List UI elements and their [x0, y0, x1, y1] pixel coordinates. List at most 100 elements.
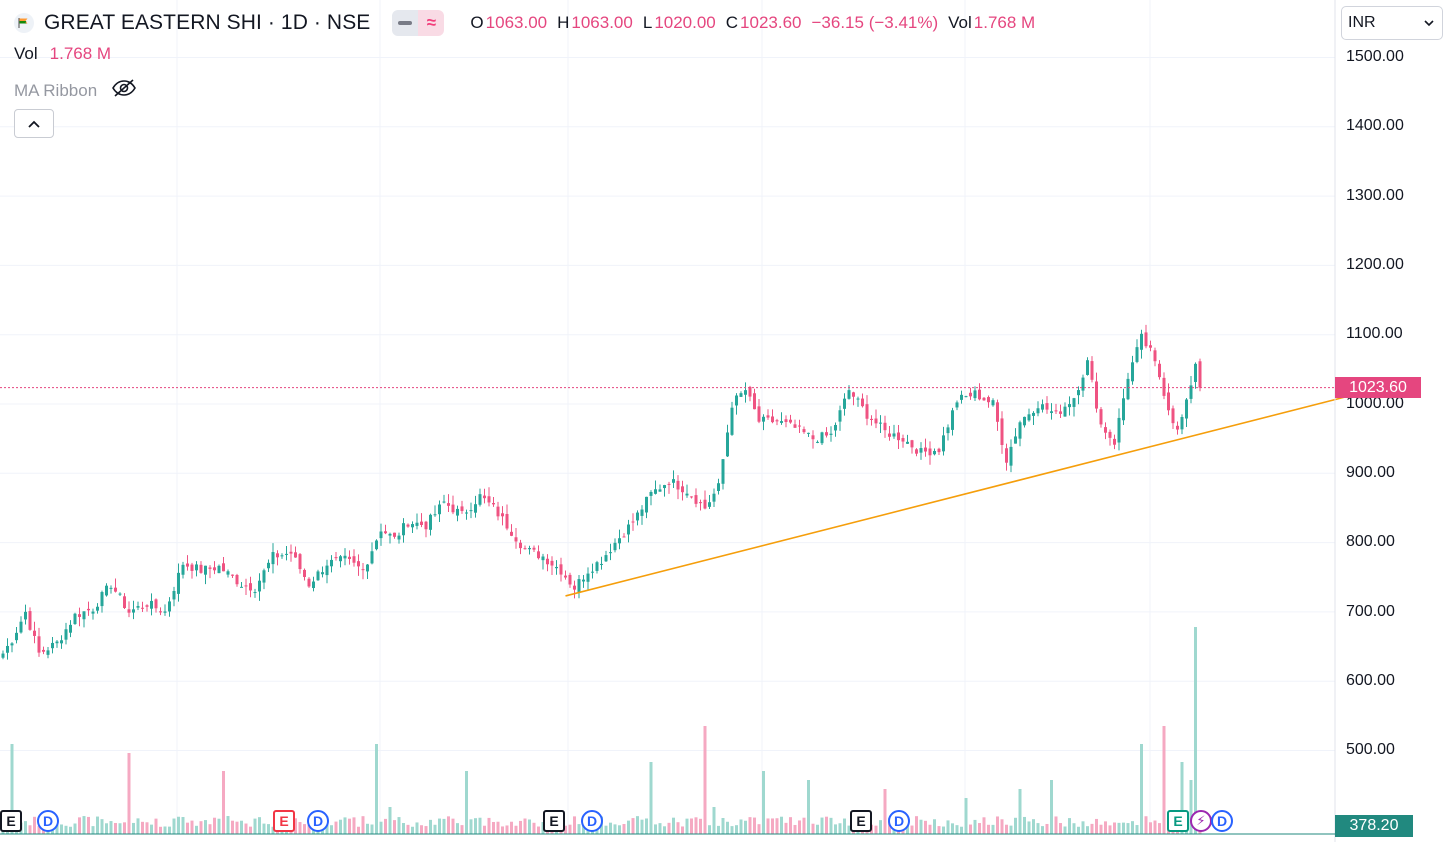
candle-body: [550, 560, 554, 566]
candle-body: [186, 563, 189, 567]
currency-select[interactable]: INR: [1341, 6, 1443, 40]
volume-bar: [690, 818, 693, 834]
candle-body: [879, 422, 882, 424]
volume-bar: [123, 822, 126, 834]
legend-toggle-group[interactable]: ≈: [392, 10, 445, 36]
candle-body: [307, 578, 311, 587]
candle-body: [231, 574, 234, 576]
candle-body: [204, 565, 207, 575]
candle-body: [1171, 408, 1175, 424]
candle-body: [285, 553, 288, 555]
dividend-marker[interactable]: D: [888, 810, 910, 832]
candle-body: [573, 585, 576, 590]
price-tick: 500.00: [1346, 741, 1395, 758]
lightning-icon[interactable]: ⚡: [1190, 810, 1212, 832]
ma-ribbon-legend[interactable]: MA Ribbon: [14, 78, 137, 103]
symbol-title[interactable]: GREAT EASTERN SHI · 1D · NSE: [44, 11, 371, 34]
candle-body: [838, 410, 842, 422]
volume-bar: [375, 744, 378, 834]
high-label: H: [557, 13, 570, 32]
volume-bar: [933, 819, 936, 834]
volume-bar: [982, 817, 986, 834]
candle-body: [748, 386, 752, 397]
ma-ribbon-label[interactable]: MA Ribbon: [14, 80, 98, 100]
volume-bar: [1104, 821, 1107, 834]
candle-body: [82, 611, 86, 620]
earnings-marker[interactable]: E: [1167, 810, 1189, 832]
volume-bar: [213, 817, 216, 834]
symbol-legend[interactable]: GREAT EASTERN SHI · 1D · NSE ≈ O 1063.00 …: [14, 8, 1035, 38]
volume-bar: [501, 826, 504, 834]
candle-body: [627, 524, 630, 535]
dividend-marker[interactable]: D: [307, 810, 329, 832]
volume-bar: [1095, 818, 1098, 834]
minus-icon[interactable]: [392, 10, 419, 36]
candle-body: [370, 551, 374, 564]
volume-bar: [766, 818, 770, 834]
low-value: 1020.00: [654, 13, 716, 32]
candle-body: [753, 393, 756, 410]
volume-bar: [883, 789, 887, 834]
candle-body: [820, 432, 824, 444]
earnings-marker[interactable]: E: [0, 810, 22, 832]
volume-bar: [735, 825, 738, 834]
volume-bar: [825, 816, 828, 834]
candle-body: [483, 495, 486, 499]
trend-line[interactable]: [565, 394, 1354, 597]
volume-bar: [208, 824, 212, 834]
volume-bar: [37, 825, 41, 834]
candle-body: [258, 580, 261, 592]
volume-bar: [564, 825, 567, 834]
volume-bar: [303, 824, 306, 834]
eye-off-icon[interactable]: [111, 78, 137, 103]
volume-bar: [339, 819, 342, 834]
candle-body: [280, 555, 284, 557]
close-label: C: [725, 13, 739, 32]
candle-body: [375, 540, 378, 550]
volume-bar: [388, 807, 392, 834]
candle-body: [91, 611, 95, 614]
volume-indicator-label[interactable]: Vol: [14, 44, 38, 63]
candle-body: [451, 504, 455, 513]
candle-body: [978, 389, 981, 400]
volume-indicator-legend[interactable]: Vol 1.768 M: [14, 44, 111, 64]
candle-body: [64, 629, 68, 640]
earnings-marker[interactable]: E: [850, 810, 872, 832]
dividend-marker[interactable]: D: [37, 810, 59, 832]
volume-bar: [1041, 826, 1044, 834]
candle-body: [996, 402, 999, 422]
volume-indicator-value: 1.768 M: [49, 44, 112, 63]
candle-body: [1180, 417, 1184, 430]
candle-body: [717, 483, 720, 492]
candle-body: [856, 398, 860, 400]
low-label: L: [642, 13, 653, 32]
volume-tag: 378.20: [1335, 815, 1413, 837]
volume-bar: [73, 823, 77, 834]
candle-body: [910, 440, 914, 448]
candle-body: [60, 640, 63, 644]
candle-body: [532, 547, 536, 550]
volume-bar: [244, 823, 248, 834]
earnings-marker[interactable]: E: [543, 810, 565, 832]
volume-bar: [253, 818, 257, 834]
candle-body: [915, 449, 918, 454]
candle-body: [330, 559, 333, 567]
candle-body: [1140, 333, 1143, 350]
volume-bar: [519, 820, 522, 834]
volume-bar: [64, 825, 68, 834]
candle-body: [1167, 392, 1170, 411]
dividend-marker[interactable]: D: [581, 810, 603, 832]
approx-icon[interactable]: ≈: [418, 10, 445, 36]
earnings-marker[interactable]: E: [273, 810, 295, 832]
candle-body: [784, 419, 788, 423]
candle-body: [843, 398, 846, 409]
collapse-legend-button[interactable]: [14, 109, 54, 138]
volume-bar: [492, 821, 495, 834]
candle-body: [933, 450, 936, 455]
volume-bar: [262, 823, 266, 834]
candle-body: [240, 586, 243, 588]
volume-bar: [532, 822, 536, 834]
candle-body: [1099, 409, 1103, 425]
dividend-marker[interactable]: D: [1211, 810, 1233, 832]
